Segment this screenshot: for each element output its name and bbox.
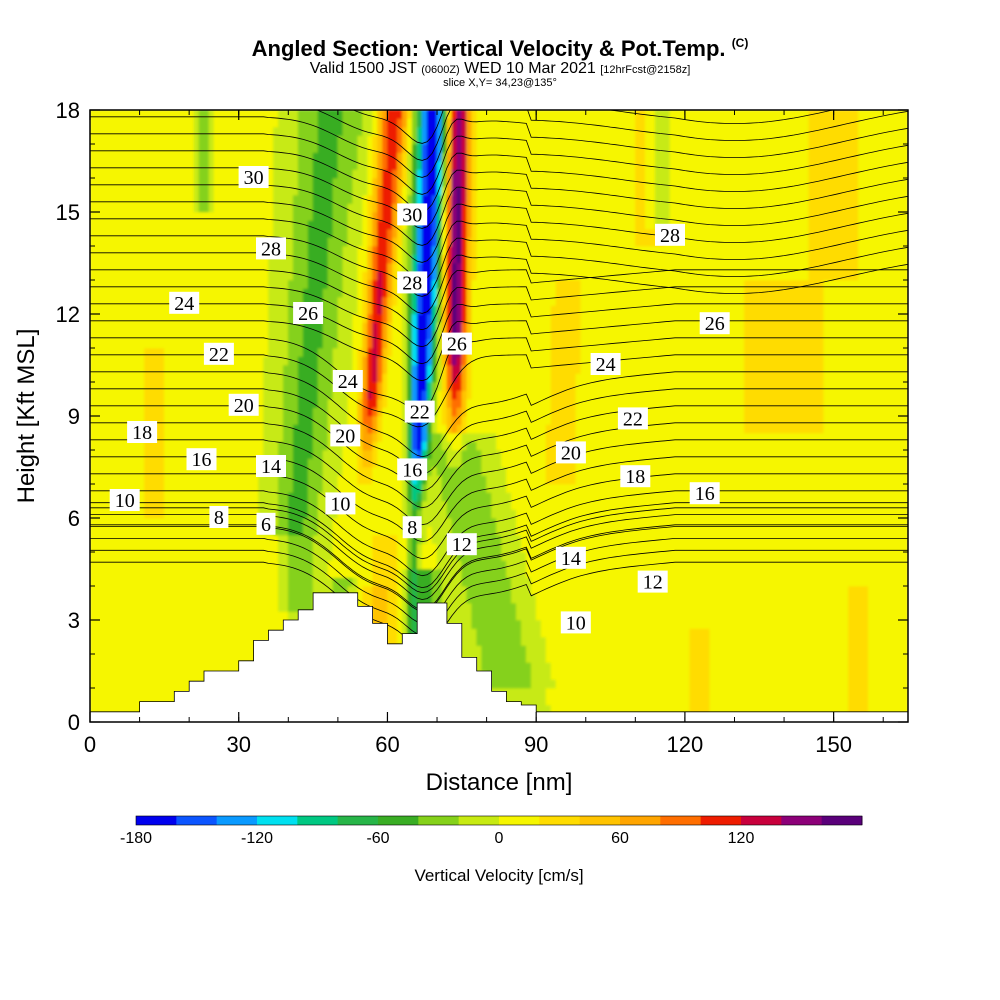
axes: 0 30 60 90 120 150 0 3 6 9 12 15 18 xyxy=(56,98,908,757)
contour-label: 24 xyxy=(332,370,363,393)
contour-label: 18 xyxy=(127,421,158,444)
x-tick-label: 60 xyxy=(375,732,399,757)
contour-label: 16 xyxy=(397,458,428,481)
x-tick-label: 0 xyxy=(84,732,96,757)
contour-label: 28 xyxy=(397,271,428,294)
valid-date: WED 10 Mar 2021 xyxy=(464,60,596,77)
contour-label: 22 xyxy=(203,342,234,366)
y-tick-label: 18 xyxy=(56,98,80,123)
colorbar-tick-label: -180 xyxy=(120,830,152,847)
contour-label: 22 xyxy=(617,407,648,430)
contour-label: 16 xyxy=(186,448,217,471)
colorbar-label: Vertical Velocity [cm/s] xyxy=(414,866,583,885)
contour-label: 26 xyxy=(441,332,472,356)
y-axis-label: Height [Kft MSL] xyxy=(13,329,40,504)
colorbar-swatch xyxy=(620,816,661,825)
chart-title-text: Angled Section: Vertical Velocity & Pot.… xyxy=(251,36,726,61)
colorbar-swatch xyxy=(176,816,218,825)
contour-label: 20 xyxy=(228,393,259,417)
x-axis-label: Distance [nm] xyxy=(426,769,573,796)
contour-label: 30 xyxy=(238,166,269,189)
contour-label: 22 xyxy=(404,400,435,424)
contour-label: 14 xyxy=(555,546,586,570)
colorbar-frame xyxy=(135,815,863,826)
colorbar-swatch xyxy=(216,816,258,825)
contour-label: 6 xyxy=(256,512,276,536)
contour-label: 26 xyxy=(293,302,324,325)
x-tick-label: 30 xyxy=(226,732,250,757)
colorbar: -180 -120 -60 0 60 120 xyxy=(120,815,863,847)
colorbar-swatch xyxy=(781,816,823,825)
contour-label: 8 xyxy=(402,516,422,539)
contour-label: 26 xyxy=(699,312,730,335)
contour-label: 24 xyxy=(169,291,200,315)
contour-label: 20 xyxy=(330,424,361,447)
x-tick-label: 90 xyxy=(524,732,548,757)
forecast-info: [12hrFcst@2158z] xyxy=(600,64,691,76)
valid-utc: (0600Z) xyxy=(421,64,460,76)
colorbar-swatch xyxy=(539,816,581,825)
contour-labels: 30 28 24 26 22 24 20 20 18 16 14 10 10 8 6 30 28 26 22 16 8 1… xyxy=(109,166,730,634)
colorbar-swatch xyxy=(458,816,500,825)
contour-label: 10 xyxy=(560,611,591,634)
colorbar-swatch xyxy=(337,816,379,825)
contour-label: 18 xyxy=(620,465,651,488)
y-tick-label: 9 xyxy=(68,404,80,429)
colorbar-swatch xyxy=(136,816,177,825)
y-tick-label: 3 xyxy=(68,608,80,633)
contour-label: 10 xyxy=(109,489,140,512)
y-tick-label: 6 xyxy=(68,506,80,531)
colorbar-swatch xyxy=(660,816,702,825)
colorbar-tick-label: -60 xyxy=(366,830,389,847)
colorbar-tick-label: 120 xyxy=(728,830,755,847)
colorbar-swatch xyxy=(418,816,460,825)
colorbar-tick-label: 0 xyxy=(495,830,504,847)
colorbar-tick-label: -120 xyxy=(241,830,273,847)
colorbar-swatch xyxy=(499,816,540,825)
y-tick-label: 0 xyxy=(68,710,80,735)
chart-title: Angled Section: Vertical Velocity & Pot.… xyxy=(0,36,1000,62)
contour-label: 24 xyxy=(590,353,621,376)
contour-label: 28 xyxy=(256,237,286,260)
contour-label: 30 xyxy=(397,203,428,226)
y-tick-label: 12 xyxy=(56,302,80,327)
contour-label: 10 xyxy=(325,492,356,515)
contour-label: 14 xyxy=(256,455,286,478)
colorbar-swatch xyxy=(579,816,621,825)
colorbar-swatch xyxy=(821,816,863,825)
colorbar-swatch xyxy=(297,816,339,825)
colorbar-tick-label: 60 xyxy=(611,830,629,847)
contour-label: 28 xyxy=(655,223,685,247)
contour-label: 20 xyxy=(555,441,586,464)
x-tick-label: 150 xyxy=(815,732,852,757)
contour-label: 12 xyxy=(446,533,477,556)
potential-temperature-contours xyxy=(90,110,908,648)
colorbar-swatch xyxy=(257,816,298,825)
slice-info: slice X,Y= 34,23@135° xyxy=(443,77,557,89)
contour-label: 8 xyxy=(209,506,229,529)
valid-time: Valid 1500 JST xyxy=(309,60,417,77)
terrain-mask xyxy=(90,592,908,722)
contour-label: 16 xyxy=(689,482,720,505)
x-tick-label: 120 xyxy=(667,732,704,757)
valid-time-line: Valid 1500 JST (0600Z) WED 10 Mar 2021 [… xyxy=(0,60,1000,78)
y-tick-label: 15 xyxy=(56,200,80,225)
contour-label: 12 xyxy=(637,570,668,594)
units-suffix: (C) xyxy=(731,36,749,50)
colorbar-swatch xyxy=(378,816,419,825)
colorbar-swatch xyxy=(700,816,742,825)
colorbar-swatch xyxy=(741,816,782,825)
